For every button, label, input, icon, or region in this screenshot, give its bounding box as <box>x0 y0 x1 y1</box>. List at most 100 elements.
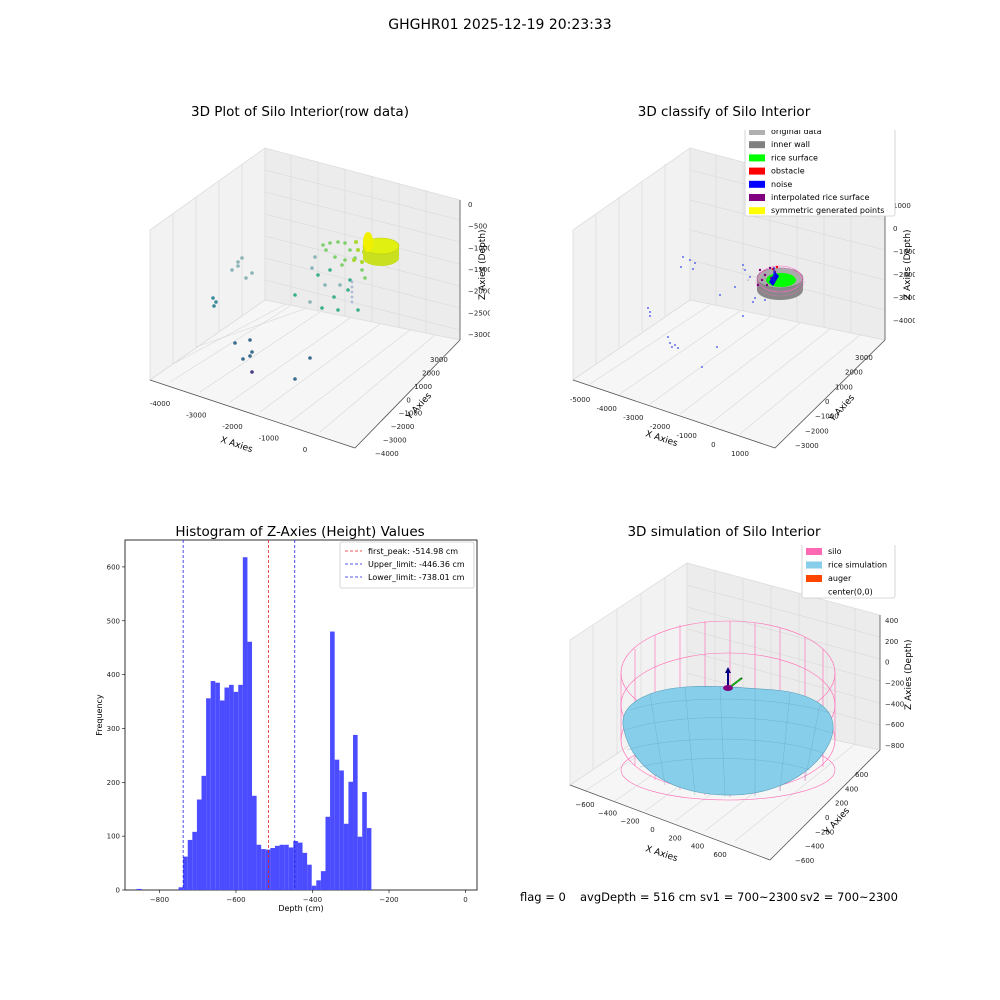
histogram-bar <box>325 816 331 890</box>
simulation-xtick-label: 0 <box>650 826 654 834</box>
classify-3d-box <box>572 147 886 449</box>
histogram-bar <box>219 700 225 890</box>
raw-ztick-label: −2500 <box>468 309 490 317</box>
classify-ytick-label: 1000 <box>835 383 853 391</box>
auger-marker <box>723 667 743 691</box>
raw-xtick-label: 0 <box>303 446 307 454</box>
classify-xlabel: X Axies <box>644 429 679 449</box>
simulation-legend-label: auger <box>828 574 852 583</box>
simulation-ytick-label: 600 <box>855 771 868 779</box>
histogram-legend-label: Upper_limit: -446.36 cm <box>368 560 465 569</box>
classify-legend-label: inner wall <box>771 140 810 149</box>
histogram-bar <box>330 631 335 890</box>
histogram-bar <box>261 849 266 890</box>
histogram-bar <box>353 734 358 890</box>
raw-xlabel: X Axies <box>219 435 254 455</box>
histogram-bar <box>339 770 344 890</box>
raw-xtick-label: -4000 <box>150 400 170 408</box>
classify-legend-swatch <box>749 207 765 215</box>
classify-xtick-label: -1000 <box>676 432 696 440</box>
classify-ytick-label: 2000 <box>845 369 863 377</box>
raw-ztick-label: −2000 <box>468 288 490 296</box>
histogram-bar <box>343 823 349 890</box>
raw-ytick-label: 3000 <box>430 356 448 364</box>
histogram-bar <box>284 844 289 890</box>
histogram-bar <box>265 849 271 890</box>
histogram-xtick-label: −800 <box>150 896 169 904</box>
avg-depth: avgDepth = 516 cm <box>580 890 697 904</box>
simulation-ztick-label: 0 <box>885 659 889 667</box>
simulation-ytick-label: −200 <box>815 828 834 836</box>
classify-ztick-label: 0 <box>893 225 897 233</box>
histogram-ytick-label: 300 <box>107 725 120 733</box>
histogram-bar <box>348 781 354 890</box>
simulation-xlabel: X Axies <box>644 844 679 864</box>
raw-ytick-label: 1000 <box>414 383 432 391</box>
histogram-bar <box>270 848 275 890</box>
raw-ytick-label: −4000 <box>375 450 399 458</box>
classify-legend: original data inner wall rice surface obsta… <box>744 130 896 217</box>
classify-xtick-label: -5000 <box>570 396 590 404</box>
classify-legend-swatch <box>749 194 765 201</box>
raw-ytick-label: −3000 <box>383 437 407 445</box>
simulation-xtick-label: 400 <box>691 843 704 851</box>
histogram-bar <box>316 880 321 890</box>
classify-legend-label: interpolated rice surface <box>771 193 869 202</box>
simulation-xtick-label: 200 <box>668 834 681 842</box>
histogram-bar <box>279 844 285 890</box>
histogram-bar <box>201 775 207 890</box>
raw-3d-box <box>149 147 461 449</box>
simulation-ztick-label: 400 <box>885 617 898 625</box>
simulation-ytick-label: 0 <box>825 814 829 822</box>
simulation-ytick-label: −600 <box>795 857 814 865</box>
simulation-legend-swatch <box>806 588 822 596</box>
simulation-ztick-label: −600 <box>885 721 904 729</box>
raw-ztick-label: −1000 <box>468 244 490 252</box>
classify-xtick-label: -4000 <box>596 405 616 413</box>
histogram-bar <box>357 836 363 890</box>
classify-legend-swatch <box>749 180 765 188</box>
histogram-bar <box>320 871 326 890</box>
histogram-bar <box>302 852 308 890</box>
classify-ztick-label: −2000 <box>893 271 915 279</box>
histogram-bar <box>229 684 234 890</box>
histogram-bar <box>183 856 188 890</box>
classify-xtick-label: 0 <box>711 441 715 449</box>
simulation-legend-label: silo <box>828 547 842 556</box>
simulation-legend: silo rice simulation auger center(0,0) <box>801 545 896 599</box>
simulation-xtick-label: 600 <box>713 851 726 859</box>
simulation-xtick-label: −400 <box>598 809 617 817</box>
raw-ztick-label: −3000 <box>468 331 490 339</box>
classify-legend-label: symmetric generated points <box>771 206 884 215</box>
simulation-plot-title: 3D simulation of Silo Interior <box>627 524 821 540</box>
histogram-bar <box>307 864 312 890</box>
classify-legend-swatch <box>749 167 765 175</box>
classify-legend-label: obstacle <box>771 167 805 176</box>
classify-ytick-label: −1000 <box>815 413 839 421</box>
simulation-ytick-label: 200 <box>835 800 848 808</box>
histogram-bar <box>274 845 280 890</box>
raw-ztick-label: −500 <box>468 223 487 231</box>
simulation-xtick-label: −600 <box>575 801 594 809</box>
histogram-plot-area <box>124 539 478 891</box>
histogram-xtick-label: −400 <box>303 896 322 904</box>
classify-ztick-label: 1000 <box>893 202 911 210</box>
histogram-bar <box>224 687 230 890</box>
simulation-zlabel: Z Axies (Depth) <box>904 639 914 710</box>
histogram-xtick-label: −600 <box>226 896 245 904</box>
simulation-ztick-label: −400 <box>885 700 904 708</box>
classify-xtick-label: -3000 <box>623 414 643 422</box>
classify-legend-label: rice surface <box>771 153 818 162</box>
histogram-bar <box>136 888 142 890</box>
simulation-ztick-label: −800 <box>885 742 904 750</box>
raw-ytick-label: 2000 <box>422 369 440 377</box>
classify-3d-plot: -5000 -4000 -3000 -2000 -1000 0 1000 3000 2000 1… <box>570 130 915 458</box>
histogram-bar <box>256 844 262 890</box>
histogram-bar <box>210 681 216 890</box>
histogram-ytick-label: 600 <box>107 563 120 571</box>
histogram-bar <box>297 842 303 890</box>
histogram-ytick-label: 500 <box>107 617 120 625</box>
histogram-bar <box>178 887 184 890</box>
classify-zlabel: Z Axies (Depth) <box>903 229 913 300</box>
simulation-ztick-label: 200 <box>885 638 898 646</box>
